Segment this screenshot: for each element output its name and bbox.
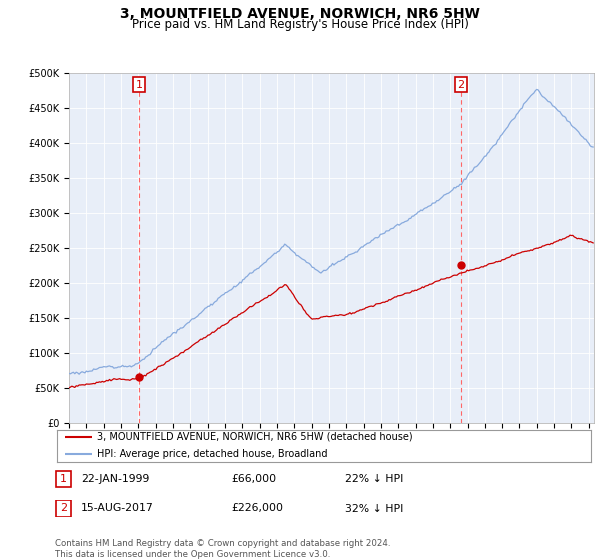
Text: 15-AUG-2017: 15-AUG-2017	[81, 503, 154, 514]
Text: 3, MOUNTFIELD AVENUE, NORWICH, NR6 5HW (detached house): 3, MOUNTFIELD AVENUE, NORWICH, NR6 5HW (…	[97, 432, 413, 442]
Text: 3, MOUNTFIELD AVENUE, NORWICH, NR6 5HW: 3, MOUNTFIELD AVENUE, NORWICH, NR6 5HW	[120, 7, 480, 21]
Text: 2: 2	[458, 80, 464, 90]
Text: £226,000: £226,000	[231, 503, 283, 514]
Text: 1: 1	[136, 80, 143, 90]
Text: 32% ↓ HPI: 32% ↓ HPI	[345, 503, 403, 514]
Text: Price paid vs. HM Land Registry's House Price Index (HPI): Price paid vs. HM Land Registry's House …	[131, 18, 469, 31]
Text: £66,000: £66,000	[231, 474, 276, 484]
Text: HPI: Average price, detached house, Broadland: HPI: Average price, detached house, Broa…	[97, 449, 328, 459]
Text: 2: 2	[60, 503, 67, 514]
Text: Contains HM Land Registry data © Crown copyright and database right 2024.
This d: Contains HM Land Registry data © Crown c…	[55, 539, 391, 559]
Text: 22% ↓ HPI: 22% ↓ HPI	[345, 474, 403, 484]
Text: 22-JAN-1999: 22-JAN-1999	[81, 474, 149, 484]
Text: 1: 1	[60, 474, 67, 484]
